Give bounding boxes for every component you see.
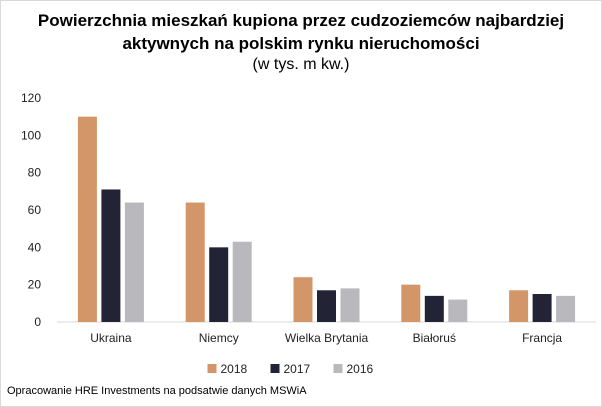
bar-2017 [424, 295, 444, 322]
legend-swatch-2017 [270, 364, 280, 373]
chart-subtitle: (w tys. m kw.) [252, 56, 350, 73]
y-tick-label: 80 [28, 166, 42, 180]
bar-2016 [556, 295, 576, 322]
bar-2017 [532, 294, 552, 322]
category-label: Białoruś [413, 331, 456, 345]
legend-label-2016: 2016 [347, 362, 374, 376]
bar-2018 [509, 290, 529, 322]
y-tick-label: 40 [28, 240, 42, 254]
y-tick-label: 0 [34, 315, 41, 329]
bar-2018 [293, 277, 313, 322]
y-tick-label: 100 [21, 128, 41, 142]
legend-label-2017: 2017 [284, 362, 311, 376]
category-label: Niemcy [199, 331, 239, 345]
y-tick-label: 120 [21, 91, 41, 105]
bar-2018 [77, 116, 97, 323]
source-note: Opracowanie HRE Investments na podsatwie… [7, 385, 307, 397]
y-tick-label: 60 [28, 203, 42, 217]
bar-2017 [209, 247, 229, 322]
bar-2016 [232, 241, 252, 322]
chart-title: Powierzchnia mieszkań kupiona przez cudz… [1, 9, 601, 55]
legend-swatch-2018 [207, 364, 217, 373]
bar-2017 [101, 189, 121, 322]
chart-title-line-2: aktywnych na polskim rynku nieruchomości [122, 34, 480, 53]
bar-2016 [448, 299, 468, 322]
legend-swatch-2016 [333, 364, 343, 373]
category-label: Wielka Brytania [285, 331, 369, 345]
category-label: Francja [522, 331, 562, 345]
bar-2018 [401, 284, 421, 322]
bar-2016 [124, 202, 144, 322]
bar-2018 [185, 202, 205, 322]
chart-title-line-1: Powierzchnia mieszkań kupiona przez cudz… [37, 11, 565, 30]
bar-2016 [340, 288, 360, 322]
y-tick-label: 20 [28, 278, 42, 292]
legend-label-2018: 2018 [221, 362, 248, 376]
bar-2017 [317, 290, 336, 322]
category-label: Ukraina [90, 331, 132, 345]
